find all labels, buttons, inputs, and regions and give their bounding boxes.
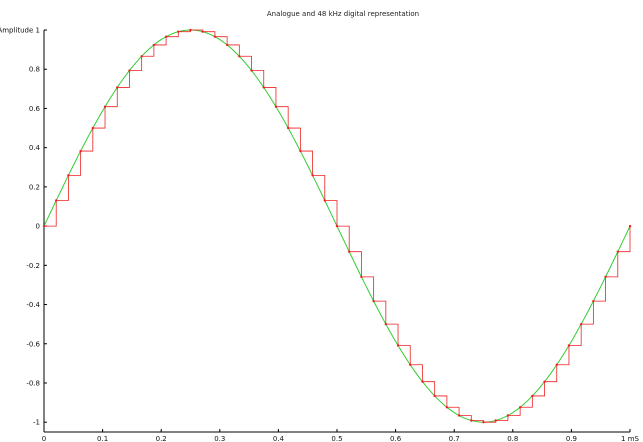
x-tick-label: 0.2 xyxy=(156,435,167,442)
sample-point xyxy=(177,30,180,33)
sample-point xyxy=(213,35,217,38)
tick-labels: 0 0.1 0.2 0.3 0.4 0.5 0.6 0.7 0.8 0.9 1 mS Amplitud… xyxy=(0,27,640,442)
sample-point xyxy=(445,406,449,409)
sample-point xyxy=(482,420,485,424)
series-digital-staircase xyxy=(42,28,632,424)
sample-point xyxy=(335,224,339,228)
sample-point xyxy=(543,380,546,383)
sample-point xyxy=(567,344,571,347)
sample-point xyxy=(433,394,436,398)
sample-point xyxy=(592,299,595,303)
sample-point xyxy=(396,344,400,347)
sample-point xyxy=(201,30,204,33)
sample-point xyxy=(518,406,522,409)
sample-point xyxy=(286,126,290,130)
sample-point xyxy=(67,174,70,177)
x-tick-label: 0 xyxy=(42,435,46,442)
sample-point xyxy=(421,380,424,383)
sample-point xyxy=(103,105,107,108)
x-tick-label: 0.5 xyxy=(331,435,342,442)
sample-point xyxy=(494,419,497,422)
y-tick-label: Amplitude 1 xyxy=(0,27,40,35)
sample-point xyxy=(152,43,156,47)
sample-point xyxy=(164,35,168,38)
sample-point xyxy=(604,275,607,279)
sample-point xyxy=(409,363,412,366)
sample-point xyxy=(128,69,131,72)
sample-point xyxy=(225,43,229,47)
sample-point xyxy=(79,149,82,153)
x-tick-label: 0.1 xyxy=(97,435,108,442)
sample-point xyxy=(140,55,143,58)
y-tick-label: 0.8 xyxy=(29,66,40,74)
sample-point xyxy=(91,126,95,130)
chart-title: Analogue and 48 kHz digital representati… xyxy=(267,10,419,18)
sample-point xyxy=(55,199,58,202)
sample-point xyxy=(348,250,351,253)
y-tick-label: -1 xyxy=(33,419,40,427)
x-tick-label: 0.7 xyxy=(449,435,460,442)
y-tick-label: 0.6 xyxy=(29,105,41,113)
sample-point xyxy=(372,299,375,303)
y-tick-label: 0 xyxy=(36,223,40,231)
y-tick-label: -0.8 xyxy=(26,379,40,387)
sample-point xyxy=(555,363,558,366)
sample-point xyxy=(506,414,510,417)
x-tick-label: 0.4 xyxy=(273,435,285,442)
y-tick-label: 0.4 xyxy=(29,144,41,152)
sample-point xyxy=(238,55,241,58)
x-tick-label: 1 mS xyxy=(621,435,639,442)
sample-point xyxy=(360,275,363,279)
y-tick-label: -0.4 xyxy=(26,301,40,309)
sample-point xyxy=(250,69,253,72)
sample-point xyxy=(42,224,46,228)
x-tick-label: 0.8 xyxy=(507,435,518,442)
sample-point xyxy=(262,86,265,89)
x-tick-label: 0.3 xyxy=(214,435,225,442)
x-tick-label: 0.9 xyxy=(566,435,577,442)
sample-point xyxy=(384,322,388,326)
sample-point xyxy=(189,28,192,32)
axes xyxy=(43,29,631,433)
sample-point xyxy=(274,105,278,108)
sample-point xyxy=(311,174,314,177)
sample-point xyxy=(579,322,583,326)
y-tick-label: -0.2 xyxy=(26,262,40,270)
sample-point xyxy=(323,199,326,202)
y-tick-label: 0.2 xyxy=(29,183,40,191)
x-tick-label: 0.6 xyxy=(390,435,402,442)
sample-point xyxy=(457,414,461,417)
sample-point xyxy=(116,86,119,89)
y-tick-label: -0.6 xyxy=(26,340,40,348)
sample-point xyxy=(531,394,534,398)
sample-point xyxy=(299,149,302,153)
sample-point xyxy=(616,250,619,253)
sample-point xyxy=(470,419,473,422)
sample-point xyxy=(628,224,632,228)
